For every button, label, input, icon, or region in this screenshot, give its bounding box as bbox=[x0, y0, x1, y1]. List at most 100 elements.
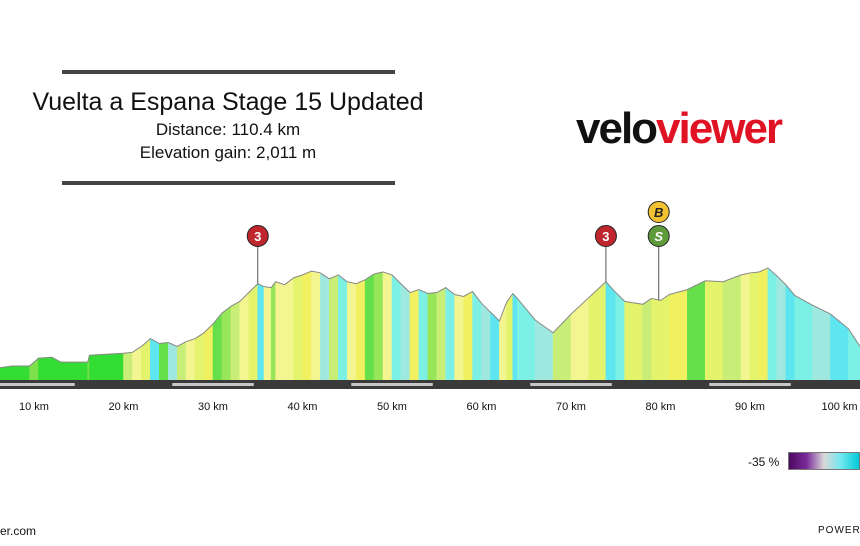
profile-segment bbox=[185, 338, 196, 381]
profile-segment bbox=[275, 281, 285, 381]
tick-label: 80 km bbox=[646, 401, 676, 413]
profile-segment bbox=[427, 292, 438, 381]
profile-segment bbox=[355, 279, 366, 381]
profile-segment bbox=[293, 274, 303, 381]
footer-url: er.com bbox=[0, 524, 37, 538]
profile-segment bbox=[490, 311, 500, 381]
profile-segment bbox=[570, 296, 590, 381]
profile-segment bbox=[150, 338, 160, 381]
profile-segment bbox=[436, 287, 447, 381]
profile-segment bbox=[373, 271, 384, 381]
profile-segment bbox=[364, 273, 375, 381]
profile-segment bbox=[338, 274, 348, 381]
profile-segment bbox=[506, 292, 514, 381]
profile-segment bbox=[794, 294, 813, 381]
distance-baseline bbox=[0, 380, 860, 389]
gradient-legend-bar bbox=[788, 452, 860, 470]
profile-segment bbox=[588, 281, 607, 381]
distance-ticks: 10 km 20 km 30 km 40 km 50 km 60 km 70 km 80 km… bbox=[19, 401, 858, 413]
profile-segment bbox=[391, 274, 402, 381]
profile-segment bbox=[418, 289, 429, 381]
profile-segment bbox=[263, 286, 272, 381]
profile-segment bbox=[642, 297, 652, 381]
profile-segment bbox=[704, 280, 724, 381]
km-band-segment bbox=[709, 383, 791, 386]
profile-segment bbox=[89, 352, 124, 381]
km-band-segment bbox=[351, 383, 433, 386]
profile-segment bbox=[176, 341, 187, 381]
profile-area bbox=[0, 267, 860, 381]
profile-segment bbox=[472, 290, 482, 381]
elevation-text: Elevation gain: 2,011 m bbox=[139, 143, 317, 162]
profile-segment bbox=[848, 327, 860, 381]
logo-viewer: viewer bbox=[656, 104, 783, 153]
profile-segment bbox=[463, 291, 473, 381]
profile-segment bbox=[776, 275, 787, 381]
profile-segment bbox=[687, 280, 706, 381]
profile-segment bbox=[651, 298, 661, 381]
profile-segment bbox=[51, 356, 62, 381]
tick-label: 50 km bbox=[377, 401, 407, 413]
bonus-badge bbox=[647, 201, 670, 223]
gradient-legend-min-label: -35 % bbox=[748, 455, 780, 469]
profile-segment bbox=[311, 270, 321, 381]
profile-segment bbox=[0, 365, 12, 381]
profile-segment bbox=[740, 272, 751, 381]
profile-segment bbox=[167, 342, 178, 381]
profile-segment bbox=[346, 281, 357, 381]
climb-markers: 3 3 SB bbox=[246, 201, 670, 300]
profile-segment bbox=[400, 283, 411, 381]
profile-segment bbox=[758, 267, 769, 381]
profile-segment bbox=[749, 271, 760, 381]
sprint-badge bbox=[647, 225, 670, 247]
profile-segment bbox=[382, 271, 393, 381]
profile-segment bbox=[38, 356, 53, 381]
profile-segment bbox=[194, 332, 205, 381]
cat3-climb-badge bbox=[246, 225, 269, 247]
tick-label: 20 km bbox=[109, 401, 139, 413]
tick-label: 30 km bbox=[198, 401, 228, 413]
profile-segment bbox=[767, 267, 778, 381]
profile-segment bbox=[785, 283, 796, 381]
profile-outline bbox=[0, 267, 860, 369]
title-rule-top bbox=[62, 70, 395, 74]
profile-segment bbox=[270, 280, 276, 381]
profile-segment bbox=[212, 312, 223, 381]
footer-powered-by: POWERE bbox=[818, 525, 860, 536]
profile-segment bbox=[481, 302, 491, 381]
profile-segment bbox=[722, 274, 742, 381]
km-band-segment bbox=[0, 383, 75, 386]
profile-segment bbox=[624, 301, 643, 381]
profile-segment bbox=[830, 313, 849, 381]
marker-label: 3 bbox=[602, 229, 609, 244]
profile-segment bbox=[230, 300, 241, 381]
profile-segment bbox=[669, 289, 688, 381]
profile-segment bbox=[221, 305, 232, 381]
profile-segment bbox=[499, 302, 507, 381]
page-title: Vuelta a Espana Stage 15 Updated bbox=[32, 88, 424, 116]
profile-segment bbox=[445, 287, 455, 381]
veloviewer-logo: veloviewer bbox=[576, 103, 783, 155]
profile-segment bbox=[203, 323, 214, 381]
cat3-climb-badge bbox=[594, 225, 617, 247]
tick-label: 40 km bbox=[288, 401, 318, 413]
profile-segment bbox=[534, 319, 554, 381]
profile-segment bbox=[517, 297, 536, 381]
profile-segment bbox=[257, 283, 265, 381]
profile-segment bbox=[248, 283, 259, 381]
profile-segment bbox=[239, 291, 250, 381]
km-band-segment bbox=[172, 383, 254, 386]
title-block: Vuelta a Espana Stage 15 Updated Distanc… bbox=[0, 86, 456, 164]
profile-segment bbox=[409, 289, 420, 381]
profile-segment bbox=[123, 351, 133, 381]
marker-label: S bbox=[654, 229, 663, 244]
profile-segment bbox=[11, 365, 30, 381]
profile-segment bbox=[320, 272, 330, 381]
profile-segment bbox=[284, 277, 294, 381]
tick-label: 60 km bbox=[467, 401, 497, 413]
logo-velo: velo bbox=[576, 104, 658, 153]
profile-segment bbox=[512, 292, 518, 381]
profile-segment bbox=[812, 304, 831, 381]
profile-segment bbox=[329, 274, 339, 381]
